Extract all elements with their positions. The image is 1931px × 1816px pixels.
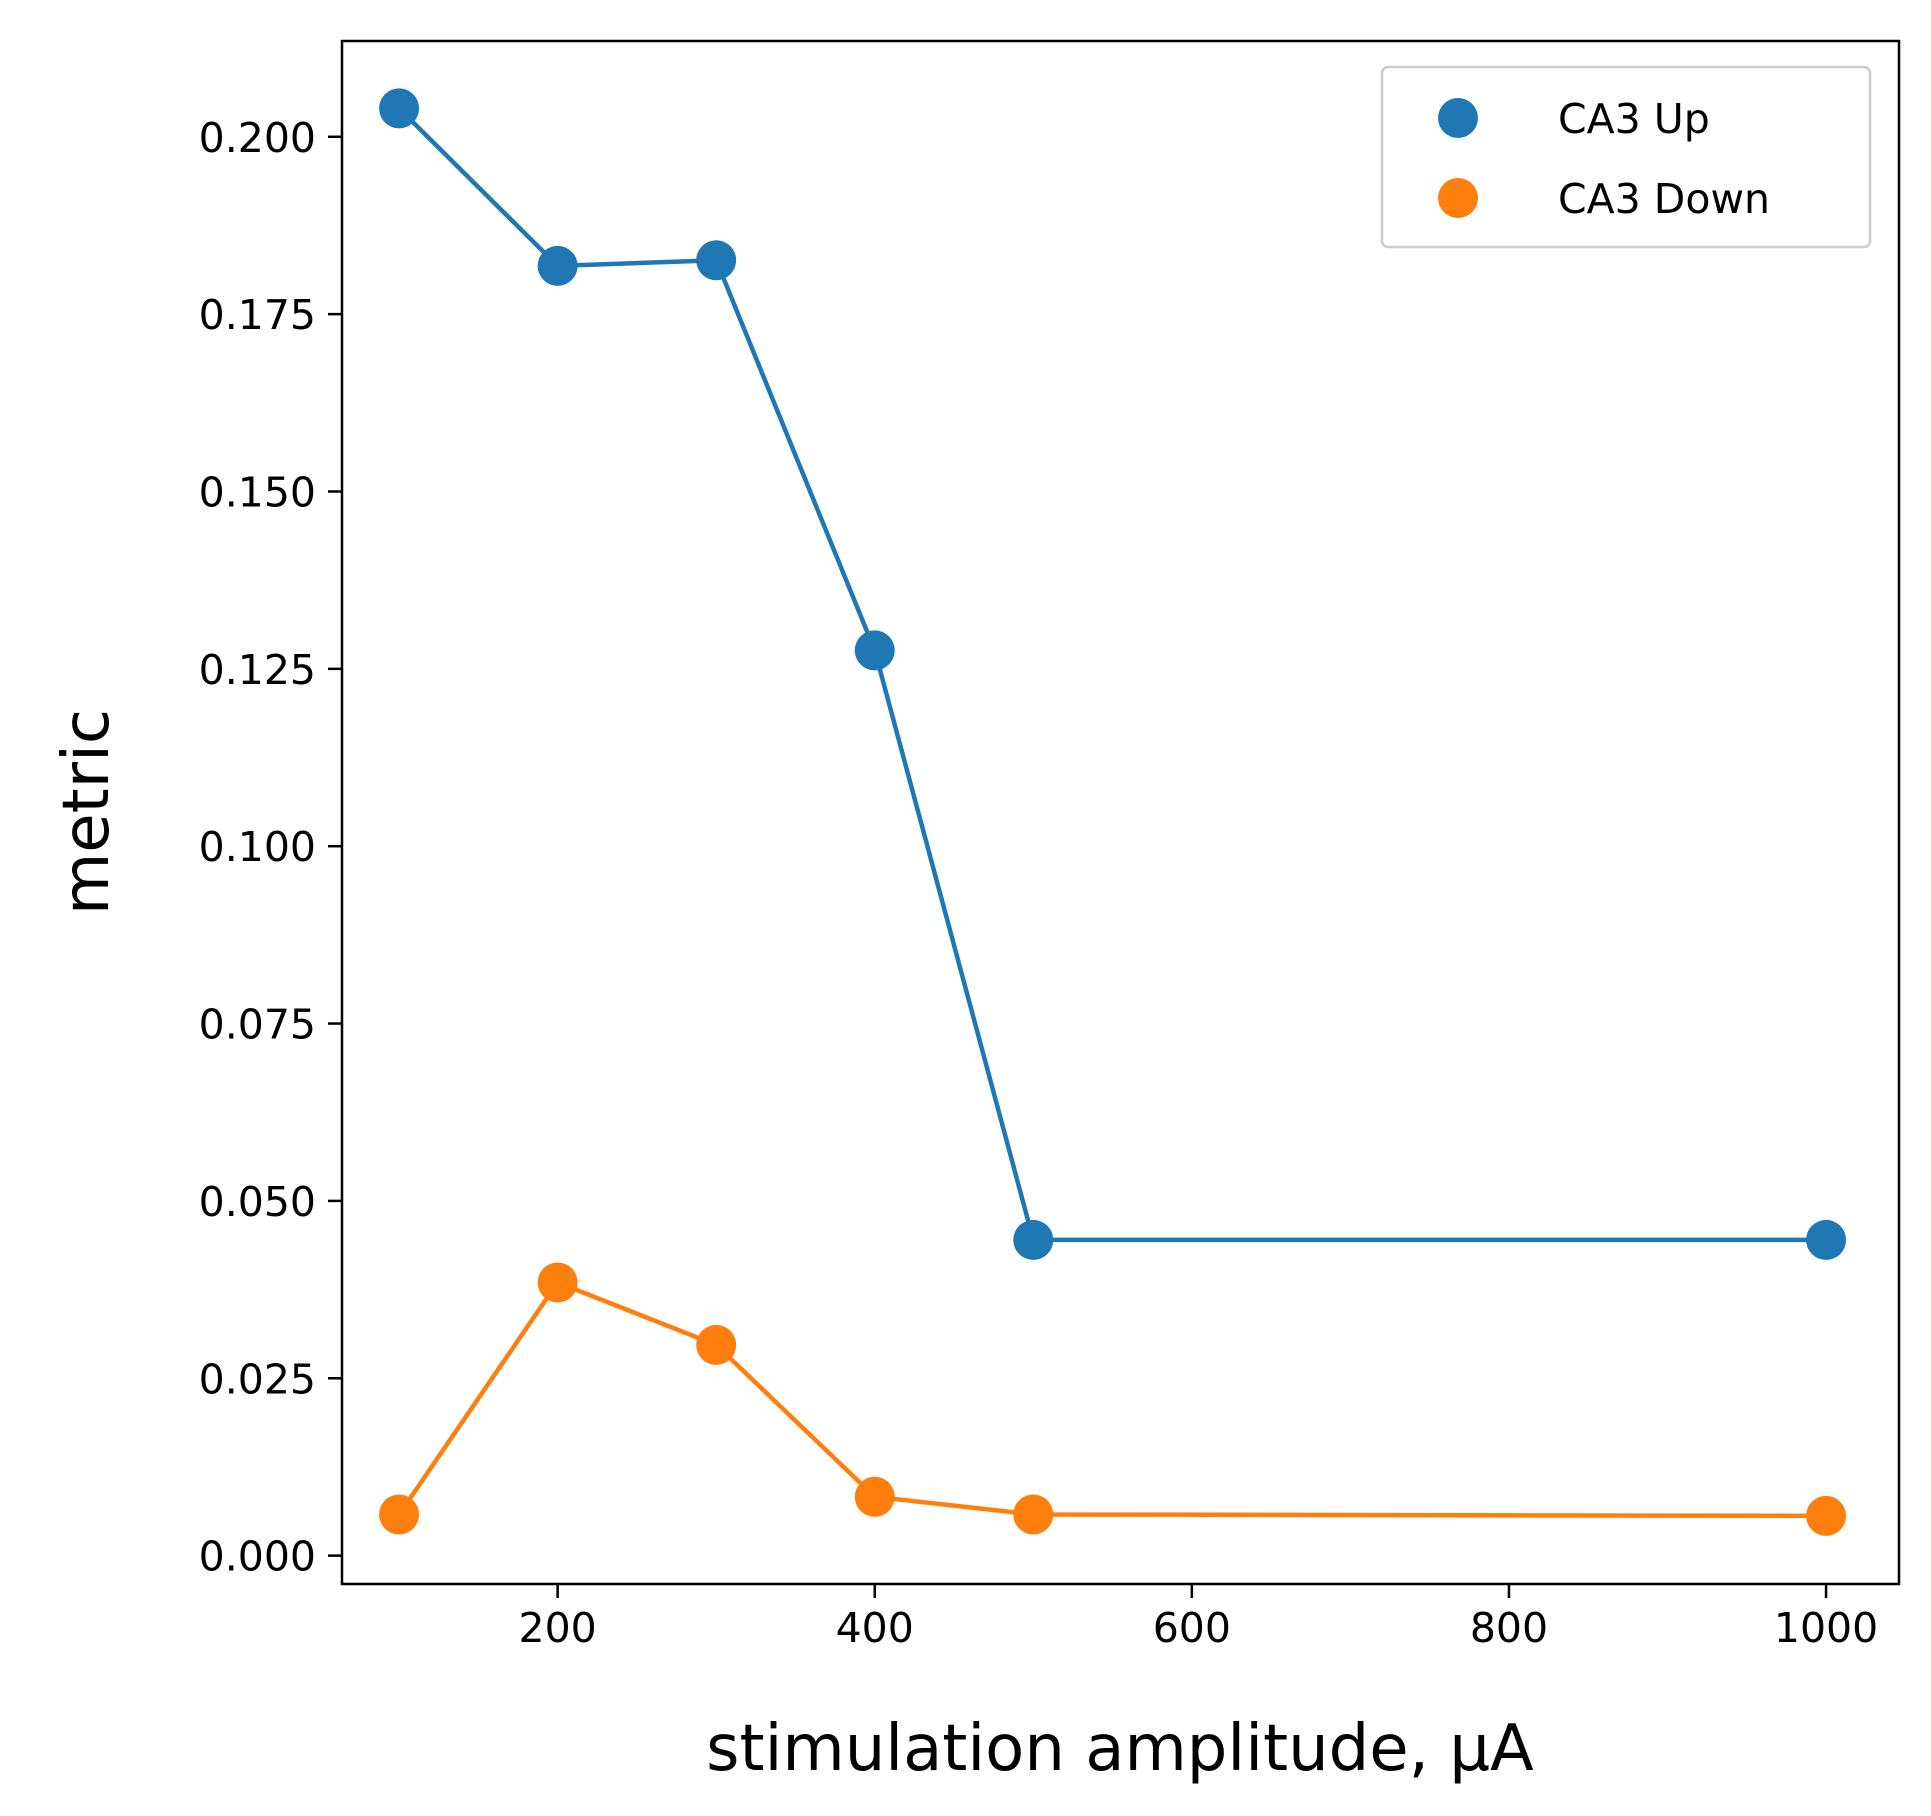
data-point [537, 1262, 578, 1303]
x-axis-ticks: 200 400 600 800 1000 [519, 1584, 1878, 1652]
y-axis-label: metric [50, 709, 124, 915]
y-tick-label: 0.000 [199, 1533, 316, 1581]
series-line [397, 1280, 1827, 1519]
y-tick-label: 0.175 [199, 291, 316, 339]
legend-frame [1380, 65, 1872, 249]
x-tick-label: 200 [519, 1604, 597, 1652]
data-point [696, 1324, 737, 1365]
x-tick-label: 600 [1153, 1604, 1231, 1652]
legend-label: CA3 Down [1558, 175, 1770, 223]
x-tick-label: 400 [836, 1604, 914, 1652]
legend: CA3 Up CA3 Down [1380, 65, 1872, 249]
x-axis-label: stimulation amplitude, μA [706, 1712, 1534, 1786]
legend-label: CA3 Up [1558, 95, 1710, 143]
data-point [1806, 1495, 1847, 1536]
data-point [1806, 1219, 1847, 1260]
legend-marker [1438, 178, 1478, 218]
y-tick-label: 0.125 [199, 646, 316, 694]
data-point [1013, 1219, 1054, 1260]
data-point [854, 630, 895, 671]
plot-marks [379, 88, 1847, 1536]
y-tick-label: 0.100 [199, 823, 316, 871]
y-axis-ticks: 0.000 0.025 0.050 0.075 0.100 0.125 0.150 0.175… [199, 114, 342, 1581]
x-tick-label: 800 [1470, 1604, 1548, 1652]
y-tick-label: 0.200 [199, 114, 316, 162]
y-tick-label: 0.025 [199, 1355, 316, 1403]
y-tick-label: 0.150 [199, 468, 316, 516]
y-tick-label: 0.050 [199, 1178, 316, 1226]
data-point [537, 245, 578, 286]
y-tick-label: 0.075 [199, 1001, 316, 1049]
data-point [696, 240, 737, 281]
series-line [397, 106, 1827, 1243]
x-tick-label: 1000 [1774, 1604, 1878, 1652]
data-point [854, 1476, 895, 1517]
plot-frame [340, 39, 1901, 1586]
data-point [379, 88, 420, 129]
data-point [1013, 1494, 1054, 1535]
legend-marker [1438, 98, 1478, 138]
data-point [379, 1494, 420, 1535]
